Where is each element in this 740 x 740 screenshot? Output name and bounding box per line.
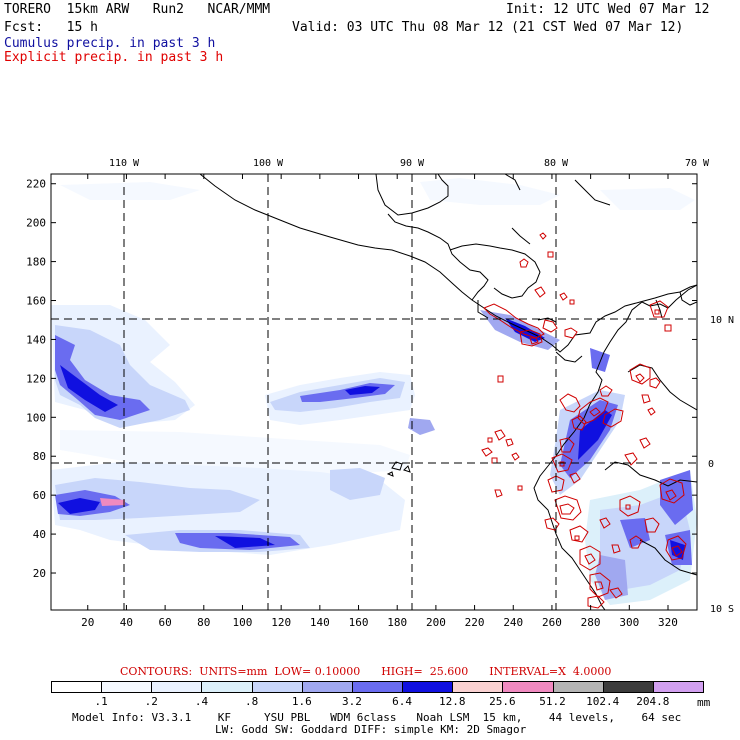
x-tick-label: 240 — [503, 616, 523, 629]
x-tick-label: 120 — [271, 616, 291, 629]
colorbar-label: 3.2 — [341, 695, 362, 708]
colorbar-label: .8 — [244, 695, 259, 708]
x-tick-label: 80 — [197, 616, 210, 629]
lon-label-110w: 110 W — [109, 158, 140, 169]
colorbar-swatch — [652, 681, 704, 693]
x-tick-label: 320 — [658, 616, 678, 629]
y-tick-label: 40 — [33, 528, 46, 541]
colorbar-label: 6.4 — [392, 695, 412, 708]
y-tick-label: 120 — [26, 372, 46, 385]
explicit-precip-contours — [481, 232, 687, 609]
colorbar-label: .4 — [194, 695, 209, 708]
x-tick-label: 140 — [310, 616, 330, 629]
y-tick-label: 140 — [26, 333, 46, 346]
x-tick-label: 100 — [233, 616, 253, 629]
lon-label-100w: 100 W — [253, 158, 284, 169]
colorbar-swatch — [402, 681, 454, 693]
x-tick-label: 220 — [465, 616, 485, 629]
colorbar-label: 204.8 — [636, 695, 670, 708]
colorbar-label: 12.8 — [438, 695, 466, 708]
x-tick-label: 300 — [619, 616, 639, 629]
lat-label-10s: 10 S — [710, 604, 734, 615]
y-tick-label: 200 — [26, 217, 46, 230]
lat-label-0: 0 — [708, 459, 714, 470]
explicit-legend: Explicit precip. in past 3 h — [4, 50, 224, 65]
colorbar-label: 51.2 — [539, 695, 566, 708]
colorbar-label: .2 — [144, 695, 158, 708]
colorbar-label: 1.6 — [291, 695, 312, 708]
colorbar-swatch — [351, 681, 404, 693]
x-tick-label: 20 — [81, 616, 94, 629]
x-tick-label: 180 — [387, 616, 407, 629]
lat-label-10n: 10 N — [710, 315, 734, 326]
colorbar-swatch — [502, 681, 554, 693]
cumulus-precip-field — [51, 178, 697, 605]
colorbar-label: 102.4 — [586, 695, 620, 708]
y-tick-label: 160 — [26, 295, 46, 308]
colorbar-swatch — [301, 681, 353, 693]
lon-label-80w: 80 W — [544, 158, 569, 169]
colorbar-swatch — [602, 681, 654, 693]
x-tick-label: 40 — [120, 616, 133, 629]
model-title: TORERO 15km ARW Run2 NCAR/MMM — [4, 2, 271, 17]
coastlines — [199, 174, 697, 610]
init-time: Init: 12 UTC Wed 07 Mar 12 — [506, 2, 710, 17]
colorbar-swatch — [151, 681, 203, 693]
colorbar-swatch — [51, 681, 103, 693]
model-info: Model Info: V3.3.1 KF YSU PBL WDM 6class… — [72, 711, 682, 724]
colorbar-unit: mm — [697, 696, 711, 709]
y-tick-label: 180 — [26, 256, 46, 269]
colorbar-swatch — [552, 681, 604, 693]
x-tick-label: 160 — [349, 616, 369, 629]
colorbar-swatch — [251, 681, 303, 693]
colorbar-swatch — [452, 681, 504, 693]
y-tick-label: 80 — [33, 450, 46, 463]
cumulus-legend: Cumulus precip. in past 3 h — [4, 36, 216, 51]
y-tick-label: 220 — [26, 178, 46, 191]
colorbar-swatch — [201, 681, 253, 693]
x-tick-label: 260 — [542, 616, 562, 629]
x-tick-label: 280 — [581, 616, 601, 629]
lon-label-90w: 90 W — [400, 158, 425, 169]
forecast-hour: Fcst: 15 h — [4, 20, 98, 35]
valid-time: Valid: 03 UTC Thu 08 Mar 12 (21 CST Wed … — [292, 20, 684, 35]
y-tick-label: 100 — [26, 411, 46, 424]
map-frame — [50, 173, 698, 611]
colorbar-swatch — [101, 681, 153, 693]
contours-info: CONTOURS: UNITS=mm LOW= 0.10000 HIGH= 25… — [120, 665, 612, 678]
physics-info: LW: Godd SW: Goddard DIFF: simple KM: 2D… — [215, 723, 527, 736]
y-tick-label: 20 — [33, 567, 46, 580]
colorbar-label: 25.6 — [489, 695, 516, 708]
lon-label-70w: 70 W — [685, 158, 710, 169]
colorbar-label: .1 — [94, 695, 108, 708]
lat-lon-grid — [51, 174, 697, 610]
x-tick-label: 200 — [426, 616, 446, 629]
y-tick-label: 60 — [33, 489, 46, 502]
x-tick-label: 60 — [158, 616, 171, 629]
